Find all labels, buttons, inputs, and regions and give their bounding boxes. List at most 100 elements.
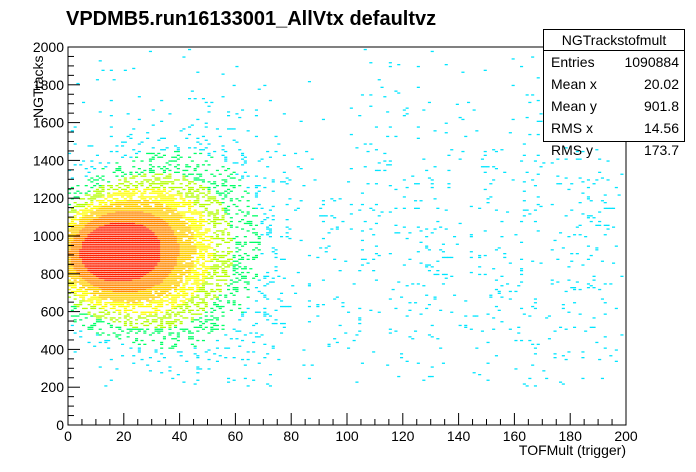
heatmap-cell — [397, 375, 401, 378]
heatmap-cell — [199, 236, 203, 238]
heatmap-cell — [176, 168, 180, 170]
heatmap-cell — [589, 200, 593, 202]
heatmap-cell — [165, 249, 169, 251]
heatmap-cell — [109, 277, 113, 279]
heatmap-cell — [174, 326, 178, 328]
heatmap-cell — [224, 283, 228, 285]
heatmap-cell — [349, 107, 353, 109]
heatmap-cell — [129, 228, 133, 230]
heatmap-cell — [218, 256, 222, 259]
heatmap-cell — [586, 283, 590, 285]
heatmap-cell — [229, 220, 233, 223]
heatmap-cell — [174, 205, 178, 208]
heatmap-cell — [533, 160, 537, 162]
heatmap-cell — [95, 319, 99, 321]
heatmap-cell — [520, 258, 524, 260]
heatmap-cell — [101, 69, 105, 71]
heatmap-cell — [162, 279, 166, 281]
heatmap-cell — [76, 281, 80, 283]
heatmap-cell — [95, 304, 99, 306]
heatmap-cell — [148, 262, 152, 264]
heatmap-cell — [210, 236, 214, 238]
heatmap-cell — [126, 328, 130, 330]
heatmap-cell — [165, 275, 169, 277]
heatmap-cell — [84, 256, 88, 259]
heatmap-cell — [157, 292, 161, 294]
heatmap-cell — [112, 321, 116, 323]
heatmap-cell — [168, 273, 172, 276]
heatmap-cell — [143, 236, 147, 238]
heatmap-cell — [162, 186, 166, 189]
stats-row-mean-x: Mean x 20.02 — [544, 73, 684, 95]
heatmap-cell — [165, 322, 169, 325]
heatmap-cell — [199, 234, 203, 236]
heatmap-cell — [123, 309, 127, 311]
heatmap-cell — [508, 298, 512, 300]
heatmap-cell — [87, 171, 91, 173]
heatmap-cell — [441, 256, 445, 259]
heatmap-cell — [171, 294, 175, 296]
heatmap-cell — [132, 279, 136, 281]
heatmap-cell — [107, 277, 111, 279]
heatmap-cell — [188, 275, 192, 277]
heatmap-cell — [179, 322, 183, 325]
heatmap-cell — [90, 251, 94, 253]
heatmap-cell — [123, 243, 127, 245]
heatmap-cell — [93, 194, 97, 196]
heatmap-cell — [157, 304, 161, 306]
heatmap-cell — [137, 266, 141, 268]
heatmap-cell — [581, 377, 585, 380]
heatmap-cell — [201, 309, 205, 311]
heatmap-cell — [235, 226, 239, 228]
heatmap-cell — [246, 130, 250, 132]
heatmap-cell — [168, 243, 172, 245]
heatmap-cell — [252, 379, 256, 381]
heatmap-cell — [221, 268, 225, 270]
heatmap-cell — [520, 160, 524, 162]
heatmap-cell — [118, 215, 122, 217]
heatmap-cell — [536, 203, 540, 206]
heatmap-cell — [140, 171, 144, 173]
heatmap-cell — [157, 203, 161, 206]
heatmap-cell — [79, 164, 83, 166]
heatmap-cell — [224, 156, 228, 158]
heatmap-cell — [213, 220, 217, 223]
heatmap-cell — [165, 290, 169, 293]
heatmap-cell — [218, 288, 222, 291]
heatmap-cell — [179, 230, 183, 232]
heatmap-cell — [536, 343, 540, 345]
heatmap-cell — [135, 234, 139, 236]
heatmap-cell — [174, 171, 178, 173]
heatmap-cell — [121, 279, 125, 281]
heatmap-cell — [123, 177, 127, 179]
heatmap-cell — [107, 211, 111, 213]
heatmap-cell — [227, 175, 231, 177]
heatmap-cell — [87, 288, 91, 291]
heatmap-cell — [215, 219, 219, 221]
heatmap-cell — [254, 109, 258, 111]
heatmap-cell — [140, 268, 144, 270]
heatmap-cell — [107, 334, 111, 336]
heatmap-cell — [171, 194, 175, 196]
heatmap-cell — [182, 179, 186, 181]
heatmap-cell — [143, 324, 147, 327]
heatmap-cell — [229, 262, 233, 264]
heatmap-cell — [207, 186, 211, 189]
heatmap-cell — [146, 188, 150, 191]
heatmap-cell — [115, 211, 119, 213]
heatmap-cell — [160, 251, 164, 253]
heatmap-cell — [73, 270, 77, 272]
heatmap-cell — [93, 241, 97, 243]
heatmap-cell — [157, 317, 161, 319]
heatmap-cell — [121, 271, 125, 274]
heatmap-cell — [162, 253, 166, 255]
heatmap-cell — [171, 220, 175, 223]
heatmap-cell — [235, 268, 239, 270]
heatmap-cell — [210, 202, 214, 204]
heatmap-cell — [188, 258, 192, 260]
heatmap-cell — [98, 271, 102, 274]
heatmap-cell — [115, 162, 119, 164]
heatmap-cell — [179, 253, 183, 255]
heatmap-cell — [397, 64, 401, 66]
heatmap-cell — [182, 264, 186, 266]
